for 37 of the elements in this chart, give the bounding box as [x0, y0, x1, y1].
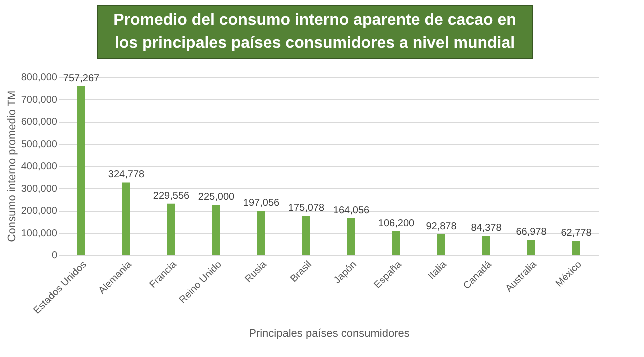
- bar: [258, 211, 266, 255]
- data-label: 84,378: [471, 223, 502, 234]
- bar: [212, 204, 220, 255]
- data-label: 225,000: [198, 192, 236, 203]
- bar: [572, 241, 580, 255]
- y-tick-label: 800,000: [21, 72, 58, 84]
- bar: [168, 204, 176, 255]
- data-label: 324,778: [108, 170, 146, 181]
- x-axis-title: Principales países consumidores: [249, 328, 410, 340]
- bar: [482, 236, 490, 255]
- x-tick-label: Italia: [426, 259, 450, 282]
- data-label: 757,267: [63, 74, 100, 85]
- chart-title: Promedio del consumo interno aparente de cacao en los principales países consumidores a nivel mundial: [97, 5, 533, 59]
- y-tick-label: 400,000: [21, 162, 58, 172]
- data-label: 106,200: [378, 218, 416, 230]
- y-tick-label: 700,000: [21, 94, 58, 106]
- y-tick-label: 0: [52, 250, 58, 262]
- data-label: 175,078: [288, 203, 326, 214]
- data-label: 164,056: [333, 206, 370, 216]
- bar: [302, 216, 310, 255]
- bar: [528, 240, 536, 255]
- data-label: 66,978: [516, 227, 548, 238]
- bar: [438, 234, 446, 255]
- bar: [348, 218, 356, 255]
- y-tick-label: 100,000: [21, 228, 58, 240]
- bar: [392, 231, 400, 255]
- y-tick-label: 300,000: [21, 184, 58, 195]
- data-label: 62,778: [561, 228, 592, 240]
- y-tick-label: 500,000: [21, 139, 58, 150]
- y-axis-title: Consumo interno promedio TM: [6, 90, 18, 242]
- y-tick-label: 600,000: [21, 117, 58, 128]
- bar: [122, 182, 130, 255]
- data-label: 197,056: [243, 198, 280, 210]
- y-tick-label: 200,000: [21, 206, 58, 217]
- bar: [78, 86, 86, 255]
- data-label: 92,878: [426, 221, 458, 232]
- data-label: 229,556: [153, 190, 190, 202]
